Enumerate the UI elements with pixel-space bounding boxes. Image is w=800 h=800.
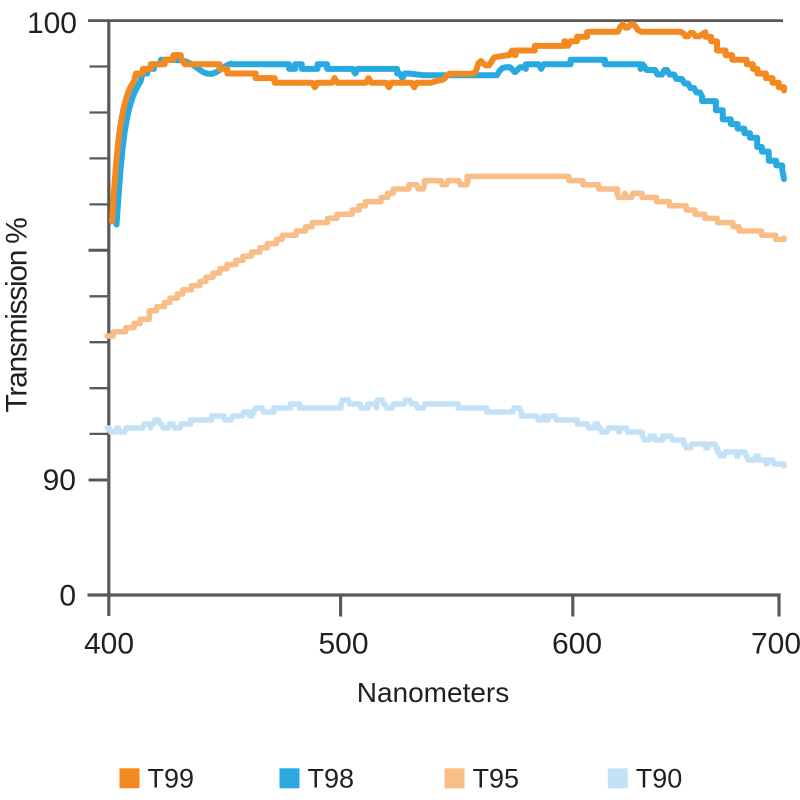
svg-text:100: 100 <box>27 7 77 40</box>
svg-text:500: 500 <box>318 628 368 661</box>
svg-text:90: 90 <box>43 464 76 497</box>
svg-text:700: 700 <box>751 628 800 661</box>
svg-text:T90: T90 <box>636 764 683 794</box>
svg-text:400: 400 <box>84 628 134 661</box>
svg-text:T98: T98 <box>308 764 355 794</box>
svg-text:T95: T95 <box>473 764 520 794</box>
svg-text:Nanometers: Nanometers <box>357 677 510 708</box>
svg-text:T99: T99 <box>148 764 195 794</box>
svg-text:0: 0 <box>59 580 76 613</box>
svg-text:Transmission %: Transmission % <box>1 218 34 413</box>
svg-text:600: 600 <box>552 628 602 661</box>
